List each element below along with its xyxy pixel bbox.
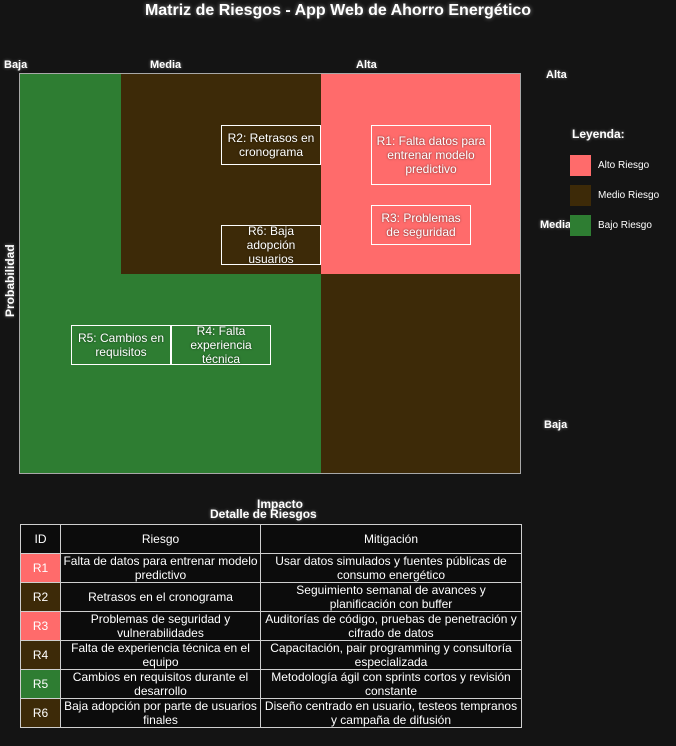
legend-label-low: Bajo Riesgo	[598, 220, 652, 231]
risk-id-cell: R6	[20, 698, 61, 728]
y-axis-label: Probabilidad	[3, 244, 17, 317]
table-row: R5 Cambios en requisitos durante el desa…	[20, 669, 522, 699]
matrix-cell	[321, 374, 520, 473]
risk-description-cell: Problemas de seguridad y vulnerabilidade…	[60, 611, 261, 641]
table-header-row: ID Riesgo Mitigación	[20, 524, 522, 554]
risk-description-cell: Falta de experiencia técnica en el equip…	[60, 640, 261, 670]
legend-swatch-high	[570, 155, 591, 176]
risk-detail-table: ID Riesgo Mitigación R1 Falta de datos p…	[20, 524, 522, 728]
impact-level-high: Alta	[356, 59, 377, 71]
matrix-cell	[321, 174, 520, 274]
risk-id-cell: R5	[20, 669, 61, 699]
risk-id-cell: R2	[20, 582, 61, 612]
probability-level-medium: Media	[540, 219, 572, 231]
risk-box-r3: R3: Problemas de seguridad	[371, 205, 471, 245]
mitigation-cell: Seguimiento semanal de avances y planifi…	[260, 582, 522, 612]
risk-id-cell: R4	[20, 640, 61, 670]
matrix-cell	[121, 274, 321, 374]
x-axis-label: Impacto	[257, 497, 304, 511]
table-row: R2 Retrasos en el cronograma Seguimiento…	[20, 582, 522, 612]
mitigation-cell: Diseño centrado en usuario, testeos temp…	[260, 698, 522, 728]
risk-description-cell: Cambios en requisitos durante el desarro…	[60, 669, 261, 699]
risk-box-r6: R6: Baja adopción usuarios	[221, 224, 321, 266]
header-riesgo: Riesgo	[60, 524, 261, 554]
table-title: Detalle de Riesgos	[210, 507, 317, 521]
risk-box-r4: R4: Falta experiencia técnica	[171, 324, 271, 366]
legend-label-high: Alto Riesgo	[598, 160, 650, 171]
matrix-cell	[20, 74, 121, 174]
risk-id-cell: R3	[20, 611, 61, 641]
matrix-cell	[20, 374, 121, 473]
impact-level-low: Baja	[4, 59, 28, 71]
mitigation-cell: Usar datos simulados y fuentes públicas …	[260, 553, 522, 583]
mitigation-cell: Auditorías de código, pruebas de penetra…	[260, 611, 522, 641]
risk-description-cell: Retrasos en el cronograma	[60, 582, 261, 612]
impact-level-medium: Media	[150, 59, 182, 71]
matrix-cell	[20, 274, 121, 374]
risk-box-r1: R1: Falta datos para entrenar modelo pre…	[371, 125, 491, 185]
matrix-cell	[321, 274, 520, 374]
header-mitigacion: Mitigación	[260, 524, 522, 554]
matrix-cell	[20, 174, 121, 274]
risk-description-cell: Baja adopción por parte de usuarios fina…	[60, 698, 261, 728]
matrix-cell	[321, 74, 520, 174]
legend-title: Leyenda:	[572, 127, 625, 141]
table-row: R1 Falta de datos para entrenar modelo p…	[20, 553, 522, 583]
risk-id-cell: R1	[20, 553, 61, 583]
risk-box-r5: R5: Cambios en requisitos	[71, 325, 171, 365]
risk-description-cell: Falta de datos para entrenar modelo pred…	[60, 553, 261, 583]
probability-level-high: Alta	[546, 69, 567, 81]
legend-swatch-low	[570, 215, 591, 236]
table-row: R4 Falta de experiencia técnica en el eq…	[20, 640, 522, 670]
matrix-cell	[121, 374, 321, 473]
header-id: ID	[20, 524, 61, 554]
mitigation-cell: Capacitación, pair programming y consult…	[260, 640, 522, 670]
table-row: R3 Problemas de seguridad y vulnerabilid…	[20, 611, 522, 641]
risk-matrix: R2: Retrasos en cronograma R1: Falta dat…	[19, 73, 521, 474]
mitigation-cell: Metodología ágil con sprints cortos y re…	[260, 669, 522, 699]
legend-label-medium: Medio Riesgo	[598, 190, 660, 201]
legend-swatch-medium	[570, 185, 591, 206]
table-row: R6 Baja adopción por parte de usuarios f…	[20, 698, 522, 728]
probability-level-low: Baja	[544, 419, 568, 431]
page-title: Matriz de Riesgos - App Web de Ahorro En…	[144, 2, 532, 19]
risk-box-r2: R2: Retrasos en cronograma	[221, 125, 321, 165]
